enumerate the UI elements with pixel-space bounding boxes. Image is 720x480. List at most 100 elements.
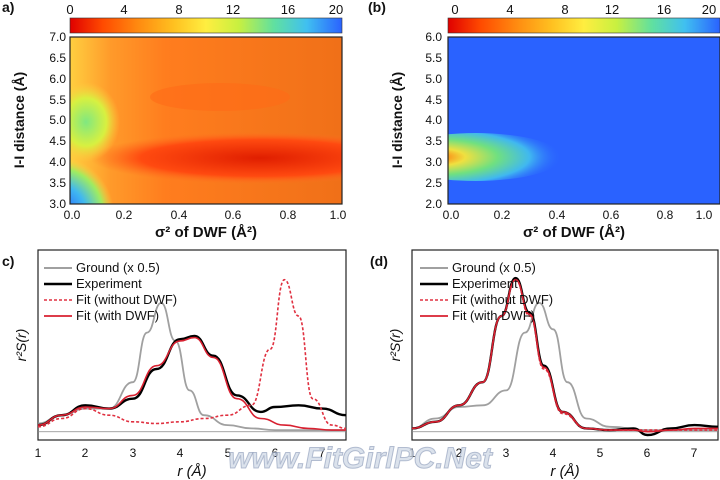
axes-a-yticks: 3.0 3.5 4.0 4.5 5.0 5.5 6.0 6.5 7.0 — [49, 30, 66, 211]
panel-label-d: (d) — [370, 253, 388, 269]
legend-d-label: Fit (without DWF) — [452, 292, 553, 307]
axes-d-xtick: 6 — [644, 446, 651, 460]
heatmap-b — [448, 37, 720, 204]
series-line-fit-without-dwf — [37, 278, 347, 430]
axes-c-xtick: 2 — [82, 446, 89, 460]
legend-c-label: Ground (x 0.5) — [76, 260, 160, 275]
colorbar-b-tick: 8 — [561, 2, 568, 17]
axes-b-ytick: 5.5 — [425, 51, 442, 65]
axes-b-yticks: 2.0 2.5 3.0 3.5 4.0 4.5 5.0 5.5 6.0 — [425, 30, 442, 211]
series-line-experiment — [37, 334, 347, 427]
colorbar-a-ticks: 0 4 8 12 16 20 — [66, 2, 343, 17]
colorbar-b-tick: 16 — [657, 2, 671, 17]
plot-c — [37, 278, 347, 433]
axes-b-xtick: 0.8 — [657, 208, 674, 222]
axes-a-ytick: 4.5 — [49, 134, 66, 148]
axes-d-xtick: 5 — [597, 446, 604, 460]
axes-a-ytick: 3.0 — [49, 197, 66, 211]
series-line-fit-with-dwf — [411, 278, 718, 433]
axes-a-ytick: 3.5 — [49, 176, 66, 190]
axes-b-ytick: 4.5 — [425, 93, 442, 107]
axes-a-ytick: 6.5 — [49, 51, 66, 65]
axes-c-xtick: 1 — [35, 446, 42, 460]
axes-d-xtick: 4 — [550, 446, 557, 460]
legend-d-label: Fit (with DWF) — [452, 308, 535, 323]
axes-a-xticks: 0.0 0.2 0.4 0.6 0.8 1.0 — [64, 208, 347, 222]
axes-b-xlabel: σ² of DWF (Å²) — [523, 224, 625, 241]
colorbar-a-tick: 20 — [329, 2, 343, 17]
legend-c-label: Fit (with DWF) — [76, 308, 159, 323]
heatmap-a-red-upper — [150, 83, 290, 111]
series-line-fit-with-dwf — [37, 336, 346, 431]
axes-a-xtick: 0.2 — [116, 208, 133, 222]
legend-c-label: Fit (without DWF) — [76, 292, 177, 307]
axes-b-frame — [447, 36, 720, 205]
axes-d-xtick: 1 — [409, 446, 416, 460]
axes-c-xtick: 6 — [272, 446, 279, 460]
colorbar-a-tick: 0 — [66, 2, 73, 17]
axes-a-xlabel: σ² of DWF (Å²) — [155, 224, 257, 241]
axes-b-ytick: 6.0 — [425, 30, 442, 44]
axes-d-frame — [411, 249, 719, 441]
colorbar-a — [69, 17, 343, 34]
legend-c: Ground (x 0.5) Experiment Fit (without D… — [44, 260, 177, 323]
legend-d-label: Ground (x 0.5) — [452, 260, 536, 275]
axes-a-ytick: 6.0 — [49, 72, 66, 86]
plot-d — [411, 276, 719, 437]
axes-a-xtick: 0.6 — [225, 208, 242, 222]
axes-b-ylabel: I-I distance (Å) — [389, 72, 405, 168]
colorbar-a-tick: 4 — [120, 2, 127, 17]
axes-d-xtick: 2 — [456, 446, 463, 460]
axes-a-xtick: 0.8 — [280, 208, 297, 222]
axes-d-xtick: 7 — [691, 446, 698, 460]
axes-a-ytick: 4.0 — [49, 155, 66, 169]
axes-d-xlabel: r (Å) — [550, 463, 579, 480]
axes-b-xticks: 0.0 0.2 0.4 0.6 0.8 1.0 — [443, 208, 713, 222]
axes-a-ytick: 7.0 — [49, 30, 66, 44]
colorbar-b-tick: 20 — [702, 2, 716, 17]
axes-b-ytick: 5.0 — [425, 72, 442, 86]
watermark: www.FitGirlPC.Net — [228, 442, 494, 475]
axes-b-ytick: 2.5 — [425, 176, 442, 190]
axes-c-xtick: 5 — [225, 446, 232, 460]
axes-a-frame — [69, 36, 343, 205]
axes-b-xtick: 1.0 — [696, 208, 713, 222]
axes-a-xtick: 0.0 — [64, 208, 81, 222]
axes-b-xtick: 0.0 — [443, 208, 460, 222]
axes-c-xticks: 1 2 3 4 5 6 7 — [35, 446, 326, 460]
colorbar-a-tick: 12 — [226, 2, 240, 17]
axes-a-ylabel: I-I distance (Å) — [11, 72, 27, 168]
panel-label-b: (b) — [368, 0, 386, 15]
colorbar-b — [447, 17, 720, 34]
axes-d-xtick: 3 — [503, 446, 510, 460]
axes-a-xtick: 1.0 — [330, 208, 347, 222]
heatmap-a-blue-region — [70, 157, 114, 204]
colorbar-a-tick: 16 — [281, 2, 295, 17]
axes-c-xtick: 3 — [130, 446, 137, 460]
axes-b-ytick: 3.5 — [425, 134, 442, 148]
heatmap-a — [70, 37, 342, 204]
panel-label-a: a) — [2, 0, 14, 15]
axes-a-xtick: 0.4 — [171, 208, 188, 222]
axes-b-xtick: 0.4 — [549, 208, 566, 222]
heatmap-a-red-band — [90, 132, 342, 184]
axes-c-xtick: 7 — [319, 446, 326, 460]
axes-d-ylabel: r²S(r) — [387, 329, 403, 362]
legend-c-label: Experiment — [76, 276, 142, 291]
colorbar-a-tick: 8 — [175, 2, 182, 17]
axes-a-ytick: 5.5 — [49, 93, 66, 107]
colorbar-b-tick: 12 — [605, 2, 619, 17]
axes-a-ytick: 5.0 — [49, 113, 66, 127]
panel-label-c: c) — [2, 253, 14, 269]
legend-d: Ground (x 0.5) Experiment Fit (without D… — [420, 260, 553, 323]
axes-b-ytick: 4.0 — [425, 113, 442, 127]
axes-c-xtick: 4 — [177, 446, 184, 460]
heatmap-b-spot — [448, 133, 562, 181]
colorbar-b-tick: 0 — [451, 2, 458, 17]
heatmap-a-green-region — [70, 82, 120, 162]
legend-d-label: Experiment — [452, 276, 518, 291]
axes-c-xlabel: r (Å) — [177, 463, 206, 480]
axes-b-ytick: 2.0 — [425, 197, 442, 211]
axes-c-ylabel: r²S(r) — [13, 329, 29, 362]
